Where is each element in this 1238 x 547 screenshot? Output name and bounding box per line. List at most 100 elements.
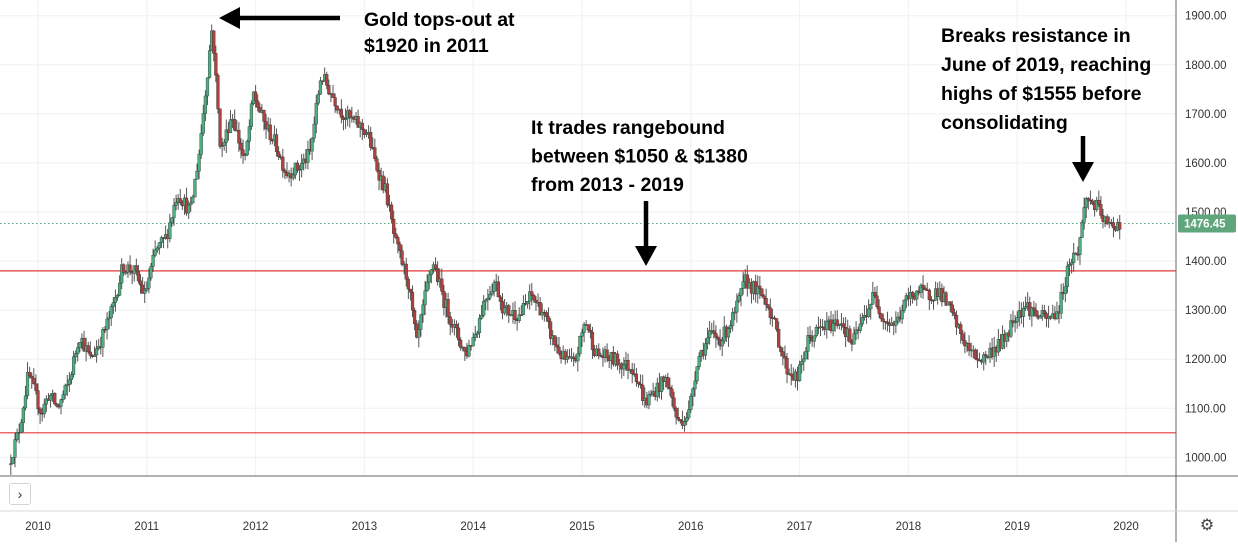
candle-body <box>894 320 898 326</box>
annotation-rangebound-line: It trades rangebound <box>531 117 725 139</box>
scroll-right-button[interactable]: › <box>9 483 31 505</box>
candle-body <box>124 272 128 274</box>
candle-body <box>1090 200 1095 204</box>
candle-body <box>178 198 182 203</box>
candle-body <box>117 282 122 296</box>
candle-body <box>356 116 360 128</box>
candle-body <box>919 284 923 293</box>
candle-body <box>433 264 438 269</box>
candle-body <box>737 295 741 302</box>
candle-body <box>973 349 977 359</box>
candle-body <box>954 315 959 328</box>
candle-body <box>961 333 965 341</box>
candle-body <box>423 290 427 306</box>
candle-body <box>530 291 534 296</box>
candle-body <box>239 142 243 150</box>
candle-body <box>436 268 440 283</box>
candle-body <box>841 323 846 328</box>
candle-body <box>187 204 191 214</box>
candle-body <box>23 395 28 409</box>
candle-body <box>203 95 207 114</box>
candle-body <box>1099 204 1103 216</box>
candle-body <box>172 205 176 218</box>
candle-body <box>67 379 71 385</box>
candle-body <box>218 108 222 147</box>
annotation-breakout-line: consolidating <box>941 112 1068 134</box>
candle-body <box>11 457 15 464</box>
chevron-right-icon: › <box>17 486 23 502</box>
candle-body <box>871 292 875 305</box>
candle-body <box>207 50 212 78</box>
candle-body <box>670 388 674 399</box>
candle-body <box>1005 332 1009 342</box>
candle-body <box>63 385 67 395</box>
candle-body <box>88 351 92 356</box>
candle-body <box>902 299 906 311</box>
annotation-breakout-line: highs of $1555 before <box>941 83 1142 105</box>
candle-body <box>479 315 484 319</box>
candle-body <box>325 74 329 86</box>
x-tick-label: 2013 <box>352 521 378 533</box>
candle-body <box>1059 292 1063 314</box>
candle-body <box>835 319 839 326</box>
candle-body <box>314 102 318 125</box>
candle-body <box>157 242 161 249</box>
candle-body <box>65 384 69 386</box>
candle-body <box>417 329 421 338</box>
candle-body <box>400 250 404 265</box>
candle-body <box>473 334 477 338</box>
candle-body <box>335 105 339 111</box>
candle-body <box>86 345 90 353</box>
candle-body <box>360 122 364 130</box>
y-tick-label: 1700.00 <box>1185 109 1227 121</box>
candle-body <box>647 394 651 406</box>
candle-body <box>59 399 63 407</box>
annotation-texts: Gold tops-out at $1920 in 2011 It trades r… <box>364 9 1151 196</box>
candle-body <box>1074 252 1078 255</box>
candle-body <box>82 338 86 352</box>
candle-body <box>764 298 768 305</box>
candle-body <box>71 356 76 375</box>
candle-body <box>873 292 877 297</box>
candle-body <box>364 132 369 135</box>
candle-body <box>159 237 164 243</box>
candle-body <box>766 304 770 308</box>
candle-body <box>224 129 228 143</box>
candle-body <box>703 343 708 356</box>
candle-body <box>69 374 74 381</box>
candle-body <box>921 284 925 289</box>
candle-body <box>682 421 687 426</box>
candle-body <box>105 318 109 331</box>
candle-body <box>19 422 23 433</box>
candle-body <box>141 284 145 294</box>
candle-body <box>546 316 551 322</box>
settings-button[interactable]: ⚙ <box>1196 514 1218 536</box>
candle-body <box>1080 222 1084 238</box>
candle-body <box>959 324 963 335</box>
candle-body <box>691 388 695 397</box>
candle-body <box>666 377 670 388</box>
candle-body <box>258 107 262 113</box>
candle-body <box>634 373 638 382</box>
candle-body <box>1067 264 1072 267</box>
candle-body <box>507 305 511 316</box>
annotation-gold-top-line: $1920 in 2011 <box>364 35 489 57</box>
candle-body <box>597 348 601 356</box>
candle-body <box>714 333 718 338</box>
candle-body <box>659 376 664 392</box>
annotation-rangebound-line: from 2013 - 2019 <box>531 174 684 196</box>
candle-body <box>837 324 841 326</box>
candle-body <box>467 345 471 357</box>
candle-body <box>685 417 689 422</box>
candle-body <box>237 129 241 144</box>
candle-body <box>191 196 195 204</box>
candle-body <box>174 202 178 206</box>
candle-body <box>668 386 672 390</box>
candle-body <box>486 297 490 301</box>
candle-body <box>155 247 159 251</box>
candle-body <box>1013 321 1017 324</box>
candle-body <box>708 330 712 339</box>
candle-body <box>695 366 699 382</box>
candle-body <box>1055 311 1059 320</box>
